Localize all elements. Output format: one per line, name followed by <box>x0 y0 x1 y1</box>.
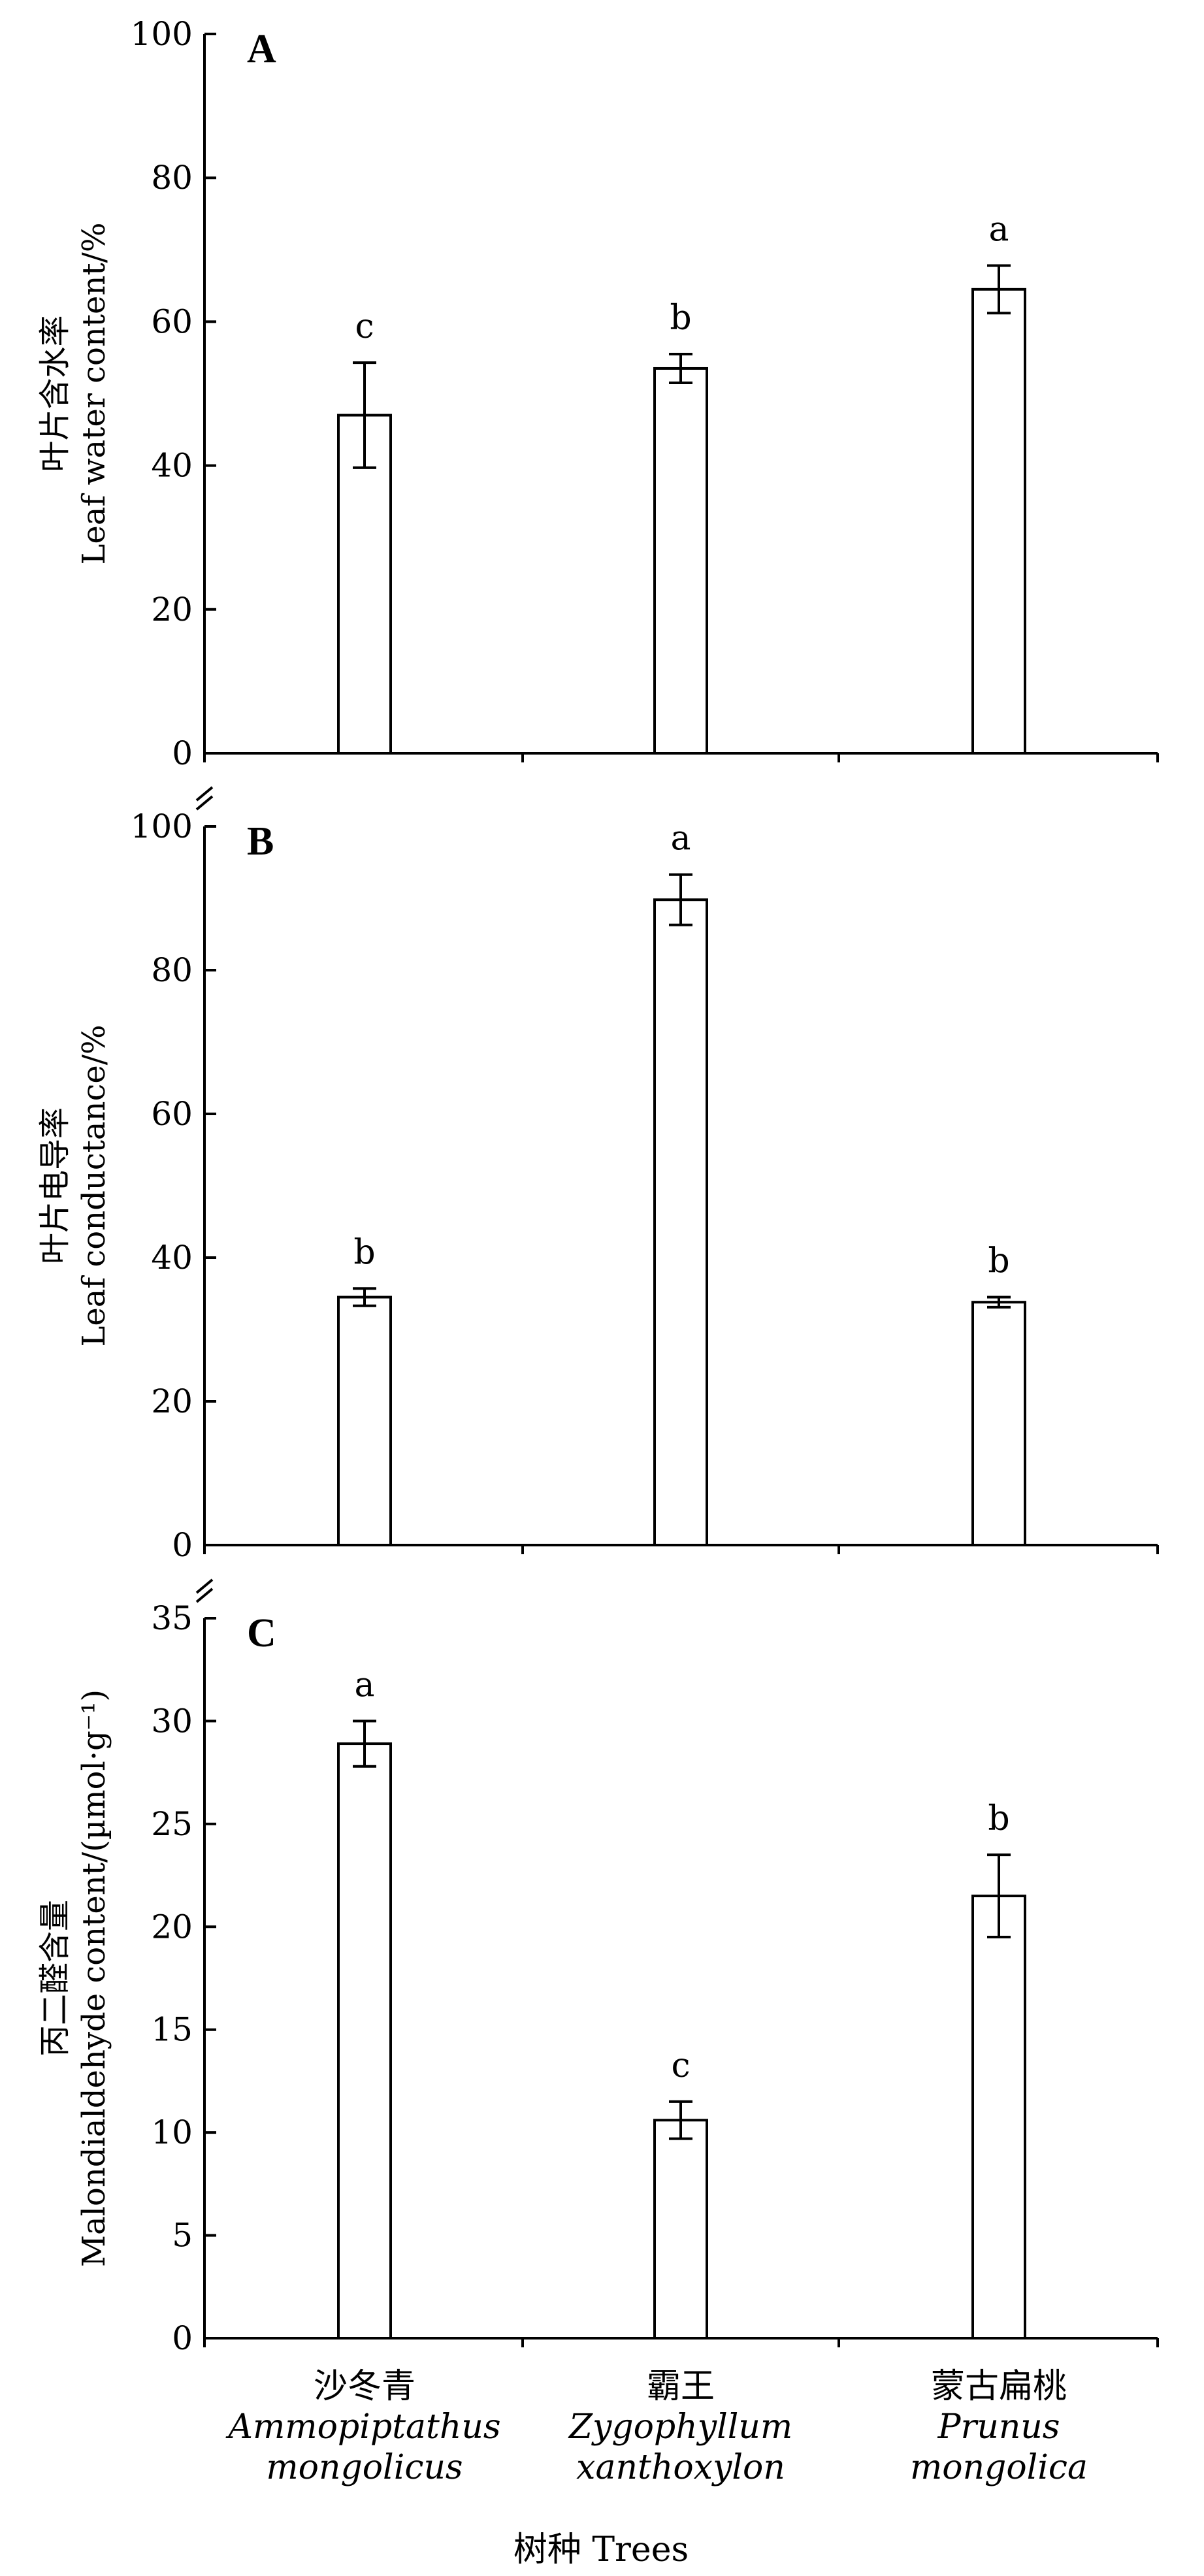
y-axis-label-cn: 叶片电导率 <box>37 1107 73 1264</box>
y-tick-label-60: 60 <box>151 302 193 340</box>
y-tick-label-20: 20 <box>151 591 193 628</box>
y-tick-label-0: 0 <box>172 734 193 772</box>
x-axis-title: 树种 Trees <box>513 2530 689 2569</box>
panel-letter-a: A <box>247 27 276 71</box>
y-axis-label-cn: 叶片含水率 <box>37 315 73 472</box>
significance-letter-c-2: b <box>988 1799 1009 1838</box>
category-0-latin-2: mongolicus <box>266 2448 463 2487</box>
panel-letter-c: C <box>247 1611 276 1655</box>
axis-break-mark-0 <box>195 1578 214 1594</box>
significance-letter-a-2: a <box>988 210 1009 250</box>
category-1-cn: 霸王 <box>647 2367 715 2406</box>
significance-letter-a-0: c <box>355 307 374 346</box>
category-0-latin-1: Ammopiptathus <box>225 2407 500 2447</box>
category-0-cn: 沙冬青 <box>314 2367 415 2406</box>
y-tick-label-80: 80 <box>151 159 193 197</box>
y-tick-label-15: 15 <box>151 2011 193 2049</box>
bar-c-0 <box>337 1742 392 2340</box>
bar-c-1 <box>653 2119 708 2340</box>
significance-letter-c-1: c <box>671 2046 690 2085</box>
category-2-latin-2: mongolica <box>910 2448 1088 2487</box>
bar-a-1 <box>653 367 708 755</box>
y-axis-label-en: Leaf conductance/% <box>76 1024 112 1346</box>
y-tick-label-5: 5 <box>172 2217 193 2255</box>
bar-a-2 <box>971 287 1026 755</box>
y-tick-label-40: 40 <box>151 1239 193 1277</box>
category-1-latin-1: Zygophyllum <box>568 2407 792 2447</box>
y-axis-label-cn: 丙二醛含量 <box>37 1900 73 2057</box>
y-tick-label-40: 40 <box>151 447 193 485</box>
y-tick-label-25: 25 <box>151 1805 193 1843</box>
bar-b-1 <box>653 898 708 1546</box>
significance-letter-b-2: b <box>988 1242 1009 1281</box>
bar-b-0 <box>337 1296 392 1546</box>
y-tick-label-100: 100 <box>131 807 193 845</box>
bar-b-2 <box>971 1301 1026 1546</box>
significance-letter-a-1: b <box>670 299 691 338</box>
category-1-latin-2: xanthoxylon <box>576 2448 785 2487</box>
y-tick-label-80: 80 <box>151 951 193 989</box>
y-tick-label-100: 100 <box>131 15 193 53</box>
y-tick-label-60: 60 <box>151 1095 193 1133</box>
category-2-latin-1: Prunus <box>937 2407 1060 2447</box>
x-axis-category-labels: 沙冬青 Ammopiptathus mongolicus 霸王 Zygophyl… <box>225 2367 1088 2569</box>
y-tick-label-0: 0 <box>172 2319 193 2357</box>
y-tick-label-20: 20 <box>151 1908 193 1946</box>
panel-b: 0 20 40 60 80 100 B 叶片电导率 Leaf conductance/% b a b <box>37 786 1159 1564</box>
y-tick-label-35: 35 <box>151 1599 193 1637</box>
y-tick-label-0: 0 <box>172 1526 193 1564</box>
bar-a-0 <box>337 414 392 755</box>
significance-letter-c-0: a <box>354 1665 374 1704</box>
axis-break-mark-0 <box>195 786 214 802</box>
y-tick-label-20: 20 <box>151 1382 193 1420</box>
y-tick-label-30: 30 <box>151 1702 193 1740</box>
panel-c: 0 5 10 15 20 25 30 35 C 丙二醛含量 Malondialdehyde cont… <box>37 1578 1159 2357</box>
y-axis-label-en: Leaf water content/% <box>76 223 112 565</box>
bar-c-2 <box>971 1895 1026 2340</box>
y-tick-label-10: 10 <box>151 2113 193 2151</box>
significance-letter-b-1: a <box>670 819 691 858</box>
panel-a: 0 20 40 60 80 100 A 叶片含水率 Leaf water content/% c b… <box>37 15 1159 772</box>
axis-break-mark-1 <box>195 1588 214 1603</box>
axis-break-mark-1 <box>195 795 214 811</box>
category-2-cn: 蒙古扁桃 <box>931 2367 1067 2406</box>
significance-letter-b-0: b <box>353 1233 375 1272</box>
y-axis-label-en: Malondialdehyde content/(µmol·g⁻¹) <box>76 1689 112 2267</box>
panel-letter-b: B <box>247 819 274 864</box>
